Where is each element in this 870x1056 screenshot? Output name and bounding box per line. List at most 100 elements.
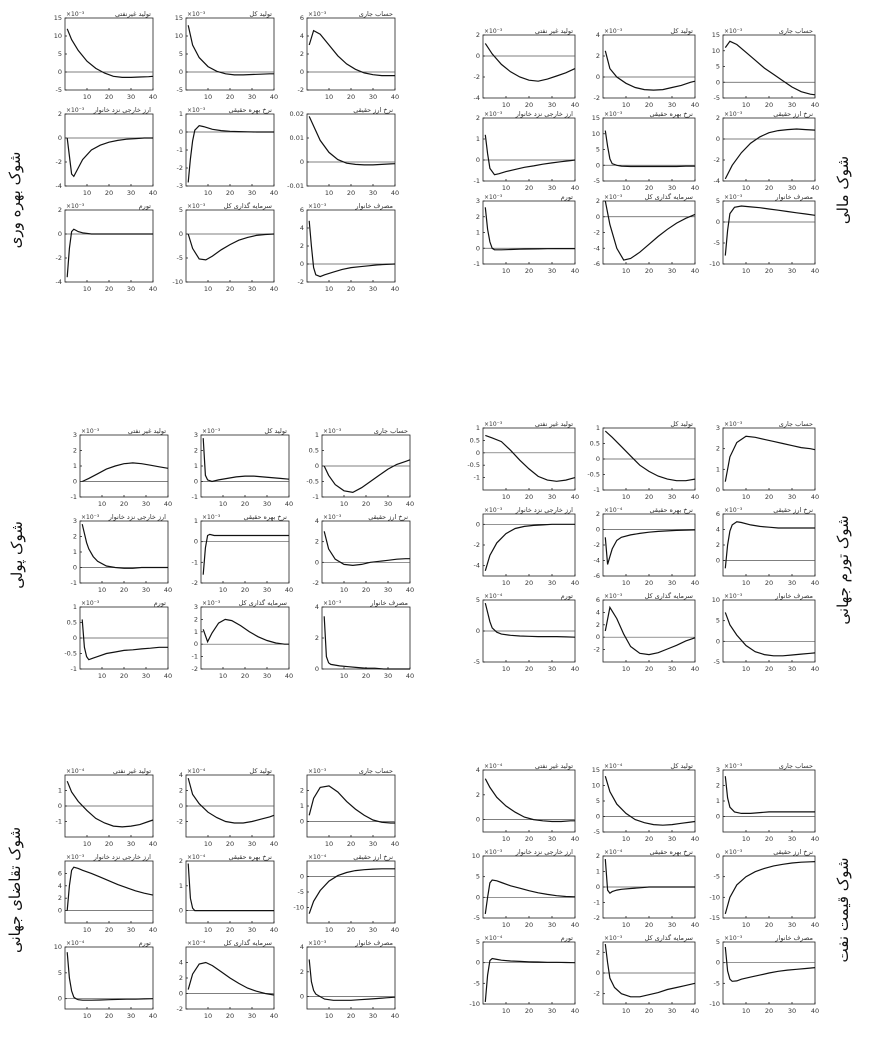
y-tick-label: -2 xyxy=(192,579,198,587)
response-line xyxy=(724,205,816,256)
panel-frame xyxy=(79,520,169,584)
response-line xyxy=(484,523,575,571)
y-tick-label: 3 xyxy=(73,431,77,439)
y-tick-label: -2 xyxy=(177,164,183,172)
x-tick-label: 20 xyxy=(525,267,533,275)
y-tick-label: -4 xyxy=(474,94,480,102)
x-tick-label: 20 xyxy=(645,579,653,587)
panel-title: حساب جاری xyxy=(374,427,408,435)
irf-panel: 15 10 5 0 -5 10 20 30 40 ×10⁻⁴ تولید کل xyxy=(592,762,699,843)
y-tick-label: -5 xyxy=(714,94,720,102)
x-tick-label: 30 xyxy=(127,93,135,101)
panel-frame xyxy=(185,17,275,91)
x-tick-label: 20 xyxy=(765,1007,773,1015)
y-tick-label: 0 xyxy=(179,230,183,238)
x-tick-label: 40 xyxy=(571,267,579,275)
shock-label: شوک بهره وری xyxy=(6,152,24,249)
y-tick-label: 2 xyxy=(179,857,183,865)
irf-panel: 10 5 0 -5 10 20 30 40 ×10⁻³ مصرف خانوار xyxy=(712,592,819,673)
y-tick-label: -5 xyxy=(714,873,720,881)
x-tick-label: 40 xyxy=(811,493,819,501)
panel-title: مصرف خانوار xyxy=(354,202,393,210)
x-tick-label: 20 xyxy=(226,285,234,293)
x-tick-label: 20 xyxy=(645,835,653,843)
panel-title: حساب جاری xyxy=(779,762,813,770)
scale-factor: ×10⁻⁴ xyxy=(66,940,85,947)
x-tick-label: 10 xyxy=(83,285,91,293)
x-tick-label: 20 xyxy=(241,586,249,594)
y-tick-label: 10 xyxy=(54,943,62,951)
panel-title: مصرف خانوار xyxy=(354,939,393,947)
x-tick-label: 10 xyxy=(622,921,630,929)
y-tick-label: 0 xyxy=(300,818,304,826)
y-tick-label: 2 xyxy=(300,50,304,58)
x-tick-label: 30 xyxy=(668,921,676,929)
scale-factor: ×10⁻³ xyxy=(724,194,743,201)
y-tick-label: -10 xyxy=(709,260,720,268)
x-tick-label: 10 xyxy=(622,101,630,109)
y-tick-label: 2 xyxy=(300,787,304,795)
scale-factor: ×10⁻⁴ xyxy=(484,763,503,770)
y-tick-label: 1 xyxy=(300,802,304,810)
x-tick-label: 10 xyxy=(219,500,227,508)
x-tick-label: 10 xyxy=(83,189,91,197)
irf-panel: 420-210 20 30 40×10⁻⁴ تولید کل xyxy=(177,767,279,848)
y-tick-label: 2 xyxy=(596,948,600,956)
y-tick-label: 2 xyxy=(73,447,77,455)
response-line xyxy=(604,605,696,656)
x-tick-label: 40 xyxy=(149,1012,157,1020)
irf-panel: 20-2-4-610 20 30 40×10⁻³ سرمایه گذاری کل xyxy=(594,193,700,275)
y-tick-label: 1 xyxy=(58,787,62,795)
panel-frame xyxy=(185,209,275,283)
y-tick-label: 1 xyxy=(194,628,198,636)
x-tick-label: 40 xyxy=(571,835,579,843)
y-tick-label: 6 xyxy=(300,14,304,22)
y-tick-label: 2 xyxy=(716,114,720,122)
scale-factor: ×10⁻³ xyxy=(81,428,100,435)
y-tick-label: 10 xyxy=(54,32,62,40)
panel-title: نرخ ارز حقیقی xyxy=(353,106,393,114)
y-tick-label: 5 xyxy=(58,969,62,977)
y-tick-label: 0 xyxy=(476,449,480,457)
y-tick-label: -4 xyxy=(594,244,600,252)
irf-panel: 210-1-210 20 30 40×10⁻⁴ نرخ بهره حقیقی xyxy=(594,848,700,929)
x-tick-label: 40 xyxy=(691,579,699,587)
y-tick-label: 0 xyxy=(315,665,319,673)
y-tick-label: 2 xyxy=(476,791,480,799)
y-tick-label: 1 xyxy=(476,424,480,432)
y-tick-label: 6 xyxy=(596,596,600,604)
x-tick-label: 20 xyxy=(120,586,128,594)
response-line xyxy=(484,134,576,176)
y-tick-label: 1 xyxy=(194,517,198,525)
panel-frame xyxy=(200,434,290,498)
y-tick-label: 0 xyxy=(476,816,480,824)
x-tick-label: 20 xyxy=(120,500,128,508)
panel-title: نرخ ارز حقیقی xyxy=(773,506,813,514)
x-tick-label: 10 xyxy=(219,586,227,594)
y-tick-label: 0 xyxy=(179,128,183,136)
x-tick-label: 10 xyxy=(622,267,630,275)
x-tick-label: 10 xyxy=(98,672,106,680)
x-tick-label: 10 xyxy=(622,835,630,843)
response-line xyxy=(724,435,816,482)
panel-frame xyxy=(64,17,154,91)
panel-title: ارز خارجی نزد خانوار xyxy=(515,506,573,514)
x-tick-label: 10 xyxy=(742,493,750,501)
x-tick-label: 20 xyxy=(347,1012,355,1020)
y-tick-label: 2 xyxy=(596,52,600,60)
x-tick-label: 20 xyxy=(765,267,773,275)
x-tick-label: 30 xyxy=(142,500,150,508)
panel-frame xyxy=(306,860,396,924)
irf-panel: 20-2-4-610 20 30 40×10⁻⁴ نرخ بهره حقیقی xyxy=(594,506,700,587)
y-tick-label: 5 xyxy=(476,873,480,881)
response-line xyxy=(724,946,816,982)
y-tick-label: 0 xyxy=(73,564,77,572)
panel-frame xyxy=(602,599,696,663)
x-tick-label: 30 xyxy=(668,665,676,673)
scale-factor: ×10⁻³ xyxy=(187,203,206,210)
